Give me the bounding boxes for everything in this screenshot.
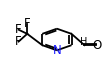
Text: F: F (24, 17, 31, 30)
Text: O: O (92, 39, 102, 52)
Text: N: N (53, 44, 61, 57)
Text: F: F (15, 35, 22, 48)
Text: F: F (15, 23, 22, 36)
Text: H: H (80, 37, 87, 47)
